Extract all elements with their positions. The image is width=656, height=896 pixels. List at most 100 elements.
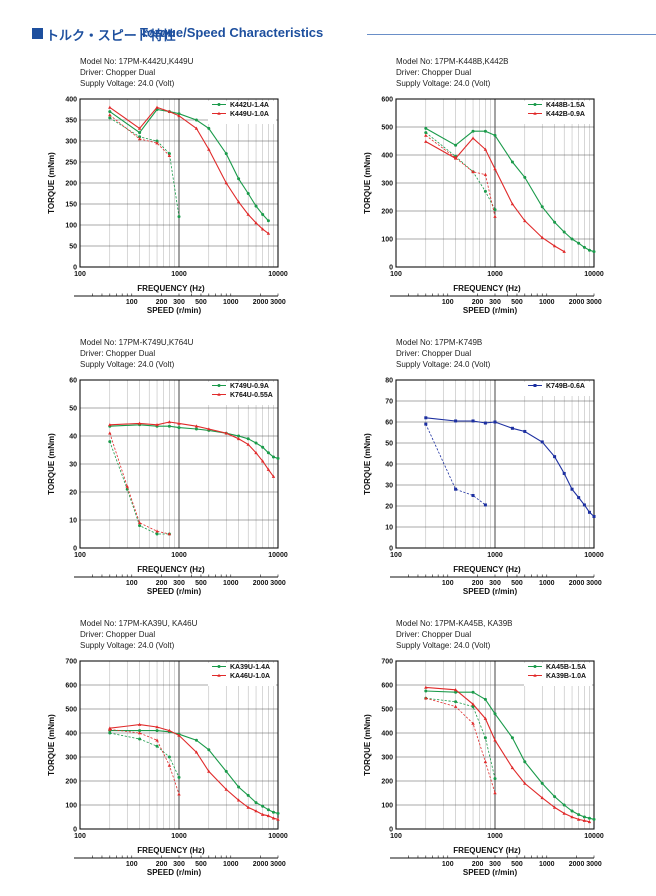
data-point bbox=[254, 221, 258, 225]
data-point bbox=[155, 532, 159, 536]
data-point bbox=[570, 809, 574, 813]
y-tick-label: 0 bbox=[389, 546, 393, 553]
grid bbox=[80, 99, 278, 267]
data-point bbox=[540, 781, 544, 785]
speed-axis-label: SPEED (r/min) bbox=[147, 868, 202, 877]
y-tick-label: 0 bbox=[73, 265, 77, 272]
chart-meta: Model No: 17PM-K448B,K442B Driver: Chopp… bbox=[396, 56, 509, 89]
speed-tick-label: 100 bbox=[126, 861, 138, 868]
data-point bbox=[194, 424, 199, 428]
chart-panel-3: Model No: 17PM-K749U,K764U Driver: Chopp… bbox=[40, 337, 340, 615]
speed-tick-label: 3000 bbox=[586, 299, 602, 306]
legend-entry: K749U-0.9A bbox=[230, 383, 269, 390]
data-point bbox=[483, 189, 487, 193]
y-tick-label: 600 bbox=[381, 683, 393, 690]
y-tick-label: 150 bbox=[65, 202, 77, 209]
x-axis-label: FREQUENCY (Hz) bbox=[137, 284, 205, 293]
data-point bbox=[562, 230, 566, 234]
data-point bbox=[592, 817, 596, 821]
legend-box bbox=[208, 101, 276, 124]
chart-panel-6: Model No: 17PM-KA45B, KA39B Driver: Chop… bbox=[356, 618, 656, 896]
y-axis-label: TORQUE (mNm) bbox=[47, 714, 56, 776]
data-point bbox=[471, 419, 475, 423]
data-point bbox=[424, 689, 428, 693]
data-point bbox=[207, 427, 211, 431]
speed-tick-label: 3000 bbox=[586, 580, 602, 587]
legend-entry: K448B-1.5A bbox=[546, 102, 585, 109]
data-point bbox=[510, 736, 514, 740]
legend-entry: KA39U-1.4A bbox=[230, 664, 270, 671]
x-tick-label: 1000 bbox=[171, 271, 187, 278]
y-tick-label: 40 bbox=[385, 462, 393, 469]
data-point bbox=[587, 816, 591, 820]
data-point bbox=[224, 181, 228, 185]
data-point bbox=[246, 793, 250, 797]
y-tick-label: 10 bbox=[385, 525, 393, 532]
y-tick-label: 200 bbox=[381, 779, 393, 786]
data-point bbox=[260, 812, 265, 816]
model-number: Model No: 17PM-K448B,K442B bbox=[396, 57, 509, 66]
x-tick-label: 10000 bbox=[584, 552, 604, 559]
data-point bbox=[483, 421, 487, 425]
series-line-pullout bbox=[425, 127, 595, 253]
torque-chart: 0 50 100 150 200 250 300 350 400 100 1000 10000 FREQ… bbox=[47, 97, 288, 316]
data-point bbox=[266, 467, 271, 471]
data-point bbox=[533, 384, 537, 387]
data-point bbox=[137, 731, 142, 735]
y-tick-label: 100 bbox=[381, 237, 393, 244]
speed-tick-label: 2000 bbox=[253, 580, 269, 587]
data-point bbox=[587, 510, 591, 514]
data-point bbox=[540, 440, 544, 444]
data-point bbox=[155, 738, 159, 742]
speed-tick-label: 100 bbox=[442, 299, 454, 306]
series-line-pullin bbox=[109, 433, 170, 535]
data-point bbox=[483, 716, 488, 720]
section-header: トルク・スピード特性 Torque/Speed Characteristics bbox=[32, 24, 656, 46]
data-point bbox=[177, 421, 181, 425]
x-tick-label: 10000 bbox=[584, 271, 604, 278]
data-point bbox=[454, 690, 458, 694]
data-point bbox=[266, 219, 270, 223]
data-point bbox=[493, 133, 497, 137]
y-tick-label: 50 bbox=[385, 441, 393, 448]
data-point bbox=[177, 733, 181, 737]
data-point bbox=[207, 769, 211, 773]
y-tick-label: 400 bbox=[381, 731, 393, 738]
x-tick-label: 100 bbox=[390, 833, 402, 840]
speed-tick-label: 3000 bbox=[586, 861, 602, 868]
data-point bbox=[471, 129, 475, 133]
speed-axis-label: SPEED (r/min) bbox=[463, 587, 518, 596]
y-tick-label: 500 bbox=[381, 125, 393, 132]
y-tick-label: 300 bbox=[381, 181, 393, 188]
series-K764U-0.55A bbox=[108, 420, 276, 536]
header-rule bbox=[367, 34, 656, 35]
series-KA39U-1.4A bbox=[108, 729, 280, 815]
legend: K448B-1.5A K442B-0.9A bbox=[524, 101, 592, 124]
supply-voltage: Supply Voltage: 24.0 (Volt) bbox=[80, 360, 175, 369]
y-tick-label: 600 bbox=[381, 97, 393, 104]
data-point bbox=[194, 750, 199, 754]
data-point bbox=[424, 696, 428, 700]
data-point bbox=[155, 141, 159, 145]
data-point bbox=[576, 817, 581, 821]
chart-meta: Model No: 17PM-K749B Driver: Chopper Dua… bbox=[396, 337, 490, 370]
chart-panel-2: Model No: 17PM-K448B,K442B Driver: Chopp… bbox=[356, 56, 656, 334]
speed-tick-label: 2000 bbox=[253, 861, 269, 868]
data-point bbox=[592, 250, 596, 254]
speed-tick-label: 1000 bbox=[539, 580, 555, 587]
data-point bbox=[108, 105, 112, 109]
data-point bbox=[254, 441, 258, 445]
data-point bbox=[236, 437, 241, 441]
y-tick-label: 60 bbox=[385, 420, 393, 427]
speed-tick-label: 3000 bbox=[270, 580, 286, 587]
plot-frame bbox=[395, 98, 595, 268]
data-point bbox=[471, 170, 475, 174]
data-point bbox=[577, 813, 581, 817]
data-point bbox=[523, 781, 527, 785]
series-KA46U-1.0A bbox=[108, 722, 280, 821]
y-tick-label: 40 bbox=[69, 434, 77, 441]
y-tick-label: 100 bbox=[65, 223, 77, 230]
data-point bbox=[155, 744, 159, 748]
series-line-pullin bbox=[425, 132, 496, 210]
data-point bbox=[137, 126, 142, 130]
